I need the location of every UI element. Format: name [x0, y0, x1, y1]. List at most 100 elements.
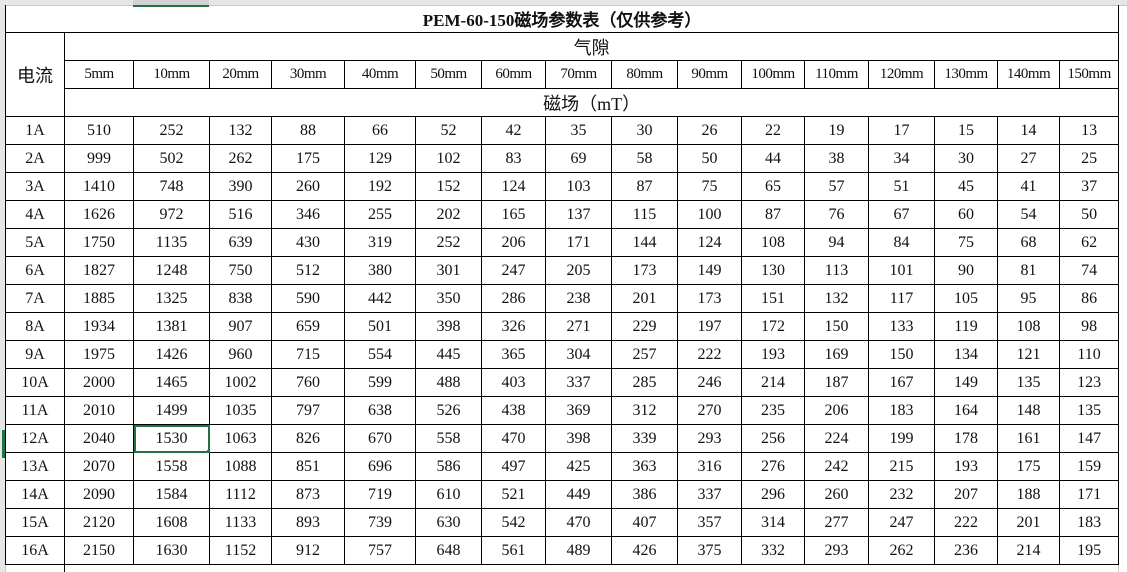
field-value-cell[interactable]: 442: [344, 284, 416, 313]
field-value-cell[interactable]: 149: [677, 256, 742, 285]
field-value-cell[interactable]: 119: [934, 312, 998, 341]
field-value-cell[interactable]: 94: [804, 228, 869, 257]
current-label[interactable]: 1A: [5, 116, 65, 145]
field-value-cell[interactable]: 45: [934, 172, 998, 201]
field-value-cell[interactable]: 66: [344, 116, 416, 145]
field-value-cell[interactable]: 108: [997, 312, 1060, 341]
field-value-cell[interactable]: 84: [868, 228, 935, 257]
field-value-cell[interactable]: 101: [868, 256, 935, 285]
field-value-cell[interactable]: 246: [677, 368, 742, 397]
field-value-cell[interactable]: 15: [934, 116, 998, 145]
field-value-cell[interactable]: 199: [868, 424, 935, 453]
field-value-cell[interactable]: 390: [209, 172, 272, 201]
selected-cell[interactable]: 1530: [133, 424, 210, 453]
current-label[interactable]: 14A: [5, 480, 65, 509]
field-value-cell[interactable]: 215: [868, 452, 935, 481]
field-value-cell[interactable]: 133: [868, 312, 935, 341]
gap-column-header[interactable]: 50mm: [415, 60, 482, 89]
field-value-cell[interactable]: 129: [344, 144, 416, 173]
field-value-cell[interactable]: 638: [344, 396, 416, 425]
field-value-cell[interactable]: 30: [611, 116, 678, 145]
field-value-cell[interactable]: 912: [271, 536, 345, 565]
field-value-cell[interactable]: 169: [804, 340, 869, 369]
current-label[interactable]: 4A: [5, 200, 65, 229]
field-value-cell[interactable]: 873: [271, 480, 345, 509]
field-value-cell[interactable]: 277: [804, 508, 869, 537]
field-value-cell[interactable]: 512: [271, 256, 345, 285]
field-value-cell[interactable]: 135: [1058, 396, 1120, 425]
field-value-cell[interactable]: 173: [677, 284, 742, 313]
field-value-cell[interactable]: 2070: [64, 452, 134, 481]
field-value-cell[interactable]: 171: [545, 228, 612, 257]
field-value-cell[interactable]: 87: [741, 200, 805, 229]
field-value-cell[interactable]: 95: [997, 284, 1060, 313]
field-value-cell[interactable]: 150: [868, 340, 935, 369]
field-value-cell[interactable]: 670: [344, 424, 416, 453]
field-value-cell[interactable]: 38: [804, 144, 869, 173]
field-value-cell[interactable]: 175: [271, 144, 345, 173]
field-value-cell[interactable]: 972: [133, 200, 210, 229]
field-value-cell[interactable]: 1133: [209, 508, 272, 537]
current-label[interactable]: 10A: [5, 368, 65, 397]
field-value-cell[interactable]: 75: [934, 228, 998, 257]
field-value-cell[interactable]: 1112: [209, 480, 272, 509]
field-value-cell[interactable]: 187: [804, 368, 869, 397]
field-value-cell[interactable]: 639: [209, 228, 272, 257]
field-value-cell[interactable]: 293: [677, 424, 742, 453]
field-value-cell[interactable]: 35: [545, 116, 612, 145]
field-value-cell[interactable]: 134: [934, 340, 998, 369]
field-value-cell[interactable]: 81: [997, 256, 1060, 285]
field-value-cell[interactable]: 150: [804, 312, 869, 341]
field-value-cell[interactable]: 147: [1058, 424, 1120, 453]
field-value-cell[interactable]: 183: [868, 396, 935, 425]
field-value-cell[interactable]: 262: [209, 144, 272, 173]
field-value-cell[interactable]: 262: [868, 536, 935, 565]
field-value-cell[interactable]: 369: [545, 396, 612, 425]
field-value-cell[interactable]: 542: [481, 508, 546, 537]
field-value-cell[interactable]: 14: [997, 116, 1060, 145]
field-value-cell[interactable]: 37: [1058, 172, 1120, 201]
field-value-cell[interactable]: 167: [868, 368, 935, 397]
field-value-cell[interactable]: 149: [934, 368, 998, 397]
field-value-cell[interactable]: 42: [481, 116, 546, 145]
field-value-cell[interactable]: 407: [611, 508, 678, 537]
field-value-cell[interactable]: 65: [741, 172, 805, 201]
field-value-cell[interactable]: 260: [804, 480, 869, 509]
field-value-cell[interactable]: 1558: [133, 452, 210, 481]
field-value-cell[interactable]: 232: [868, 480, 935, 509]
field-value-cell[interactable]: 426: [611, 536, 678, 565]
current-header[interactable]: 电流: [5, 32, 65, 117]
field-value-cell[interactable]: 117: [868, 284, 935, 313]
field-value-cell[interactable]: 214: [741, 368, 805, 397]
field-value-cell[interactable]: 206: [481, 228, 546, 257]
field-value-cell[interactable]: 195: [1058, 536, 1120, 565]
field-value-cell[interactable]: 62: [1058, 228, 1120, 257]
field-value-cell[interactable]: 445: [415, 340, 482, 369]
field-value-cell[interactable]: 301: [415, 256, 482, 285]
field-value-cell[interactable]: 247: [481, 256, 546, 285]
field-value-cell[interactable]: 76: [804, 200, 869, 229]
field-value-cell[interactable]: 2000: [64, 368, 134, 397]
field-value-cell[interactable]: 999: [64, 144, 134, 173]
field-value-cell[interactable]: 363: [611, 452, 678, 481]
field-value-cell[interactable]: 44: [741, 144, 805, 173]
current-label[interactable]: 16A: [5, 536, 65, 565]
field-value-cell[interactable]: 425: [545, 452, 612, 481]
field-value-cell[interactable]: 1465: [133, 368, 210, 397]
field-value-cell[interactable]: 1626: [64, 200, 134, 229]
field-value-cell[interactable]: 760: [271, 368, 345, 397]
field-value-cell[interactable]: 470: [545, 508, 612, 537]
field-value-cell[interactable]: 201: [611, 284, 678, 313]
field-value-cell[interactable]: 271: [545, 312, 612, 341]
field-value-cell[interactable]: 192: [344, 172, 416, 201]
field-value-cell[interactable]: 242: [804, 452, 869, 481]
field-value-cell[interactable]: 13: [1058, 116, 1120, 145]
field-value-cell[interactable]: 380: [344, 256, 416, 285]
field-value-cell[interactable]: 144: [611, 228, 678, 257]
field-value-cell[interactable]: 132: [804, 284, 869, 313]
gap-column-header[interactable]: 130mm: [934, 60, 998, 89]
field-value-cell[interactable]: 590: [271, 284, 345, 313]
field-value-cell[interactable]: 58: [611, 144, 678, 173]
field-value-cell[interactable]: 197: [677, 312, 742, 341]
field-value-cell[interactable]: 1002: [209, 368, 272, 397]
